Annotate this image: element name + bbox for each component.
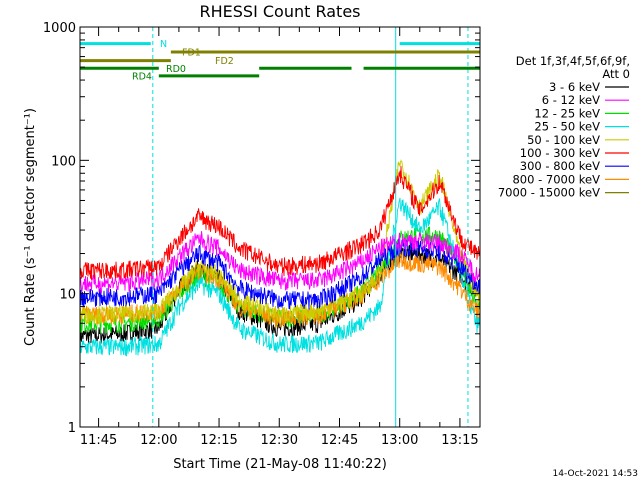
x-tick-label-2: 12:15 <box>200 433 237 448</box>
state-bar-label-rd4: RD4 <box>132 71 152 82</box>
series-line-3 <box>80 197 480 357</box>
x-tick-label-3: 12:30 <box>261 433 298 448</box>
legend-entry-3: 25 - 50 keV <box>534 120 600 134</box>
y-axis-label: Count Rate (s⁻¹ detector segment⁻¹) <box>23 108 38 346</box>
x-tick-label-0: 11:45 <box>80 433 117 448</box>
series-line-4 <box>80 159 480 325</box>
x-tick-label-6: 13:15 <box>441 433 478 448</box>
legend-entry-6: 300 - 800 keV <box>520 159 600 173</box>
plot-content: N FD1 FD2 RD0 RD4 <box>80 27 480 427</box>
y-tick-label-1: 10 <box>59 288 76 303</box>
x-axis-label: Start Time (21-May-08 11:40:22) <box>173 457 387 472</box>
legend-header-1: Att 0 <box>602 67 630 81</box>
legend-entry-0: 3 - 6 keV <box>549 80 600 94</box>
chart-title: RHESSI Count Rates <box>200 2 361 21</box>
x-tick-label-5: 13:00 <box>381 433 418 448</box>
x-tick-label-4: 12:45 <box>321 433 358 448</box>
legend-entry-5: 100 - 300 keV <box>520 146 600 160</box>
legend-entry-1: 6 - 12 keV <box>542 93 600 107</box>
legend-entry-8: 7000 - 15000 keV <box>498 186 600 200</box>
x-tick-label-1: 12:00 <box>140 433 177 448</box>
legend-entry-2: 12 - 25 keV <box>534 106 600 120</box>
timestamp: 14-Oct-2021 14:53 <box>553 469 638 479</box>
y-tick-label-2: 100 <box>51 154 76 169</box>
series-line-5 <box>80 166 480 280</box>
y-tick-label-3: 1000 <box>43 21 76 36</box>
state-bar-label-fd1: FD1 <box>182 47 201 58</box>
state-bar-label-n: N <box>160 39 167 50</box>
legend-entry-7: 800 - 7000 keV <box>512 172 600 186</box>
plot-frame <box>79 26 481 428</box>
state-bar-label-rd0: RD0 <box>166 64 186 75</box>
legend-header-0: Det 1f,3f,4f,5f,6f,9f, <box>516 54 630 68</box>
legend-entry-4: 50 - 100 keV <box>527 133 600 147</box>
series-line-1 <box>80 231 480 294</box>
series-line-0 <box>80 244 480 347</box>
state-bar-label-fd2: FD2 <box>215 56 234 67</box>
axes: 1 10 100 1000 11:45 12:00 12:15 12:30 12:45 13:00… <box>43 21 480 448</box>
y-tick-label-0: 1 <box>68 421 76 436</box>
series-line-6 <box>80 238 480 310</box>
